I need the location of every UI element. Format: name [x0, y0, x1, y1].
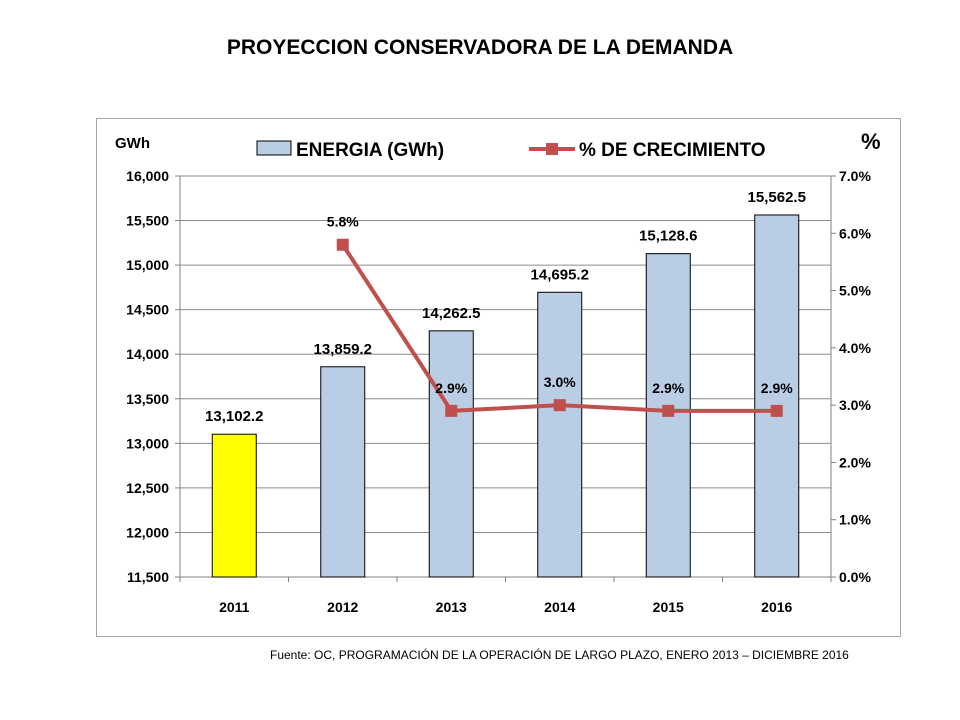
y2-tick-label: 6.0%: [839, 225, 871, 241]
energy-bars: [211, 214, 800, 578]
y-tick-label: 12,500: [126, 480, 169, 496]
energy-bar: [645, 253, 691, 578]
y-tick-label: 16,000: [126, 168, 169, 184]
y-tick-label: 11,500: [127, 569, 169, 585]
y2-tick-label: 0.0%: [839, 569, 871, 585]
page-title: PROYECCION CONSERVADORA DE LA DEMANDA: [226, 36, 734, 59]
y-tick-label: 12,000: [126, 524, 169, 540]
growth-value-label: 2.9%: [761, 380, 793, 396]
legend-bar-swatch: [256, 140, 292, 156]
source-note: Fuente: OC, PROGRAMACIÓN DE LA OPERACIÓN…: [270, 648, 849, 662]
growth-value-label: 2.9%: [652, 380, 684, 396]
bar-value-label: 15,562.5: [748, 189, 806, 206]
axes: 11,500 12,000 12,500 13,000 13,500 14,000 14,5…: [115, 129, 881, 615]
x-tick-label: 2013: [436, 599, 467, 615]
growth-marker: [336, 238, 349, 251]
x-tick-label: 2016: [761, 599, 792, 615]
y2-axis-unit: %: [861, 129, 881, 154]
x-tick-label: 2015: [653, 599, 684, 615]
legend-line-label: % DE CRECIMIENTO: [579, 140, 766, 161]
y2-tick-label: 2.0%: [839, 454, 871, 470]
gridlines: [179, 175, 832, 578]
legend-bar-label: ENERGIA (GWh): [296, 140, 444, 161]
growth-marker: [553, 399, 566, 412]
energy-bar: [320, 366, 366, 578]
growth-line: [336, 238, 783, 417]
data-labels: 13,102.2 13,859.2 14,262.5 14,695.2 15,128.6…: [205, 189, 806, 425]
y2-tick-label: 7.0%: [839, 168, 871, 184]
y-tick-label: 15,500: [126, 213, 169, 229]
growth-value-label: 5.8%: [327, 214, 359, 230]
y-tick-label: 13,000: [126, 435, 169, 451]
growth-marker: [770, 404, 783, 417]
growth-value-label: 2.9%: [435, 380, 467, 396]
energy-bar: [211, 433, 257, 578]
legend: ENERGIA (GWh) % DE CRECIMIENTO: [256, 140, 766, 161]
growth-marker: [662, 404, 675, 417]
y-tick-label: 14,000: [126, 346, 169, 362]
x-tick-label: 2011: [219, 599, 250, 615]
y-tick-label: 15,000: [126, 257, 169, 273]
bar-value-label: 14,262.5: [422, 305, 480, 322]
y2-tick-label: 5.0%: [839, 283, 871, 299]
growth-value-label: 3.0%: [544, 374, 576, 390]
y-tick-label: 14,500: [126, 302, 169, 318]
bar-value-label: 15,128.6: [639, 228, 697, 245]
y-axis-unit: GWh: [115, 135, 150, 152]
chart-frame: 11,500 12,000 12,500 13,000 13,500 14,000 14,5…: [96, 118, 901, 637]
plot-area: [179, 175, 832, 578]
growth-marker: [445, 404, 458, 417]
demand-chart: 11,500 12,000 12,500 13,000 13,500 14,000 14,5…: [115, 129, 881, 615]
y-tick-label: 13,500: [126, 391, 169, 407]
x-tick-label: 2012: [327, 599, 358, 615]
y2-tick-label: 4.0%: [839, 340, 871, 356]
y2-tick-label: 3.0%: [839, 397, 871, 413]
x-tick-label: 2014: [544, 599, 575, 615]
energy-bar: [537, 291, 583, 578]
bar-value-label: 13,102.2: [205, 408, 263, 425]
bar-value-label: 14,695.2: [531, 266, 589, 283]
legend-line-marker: [546, 143, 558, 155]
y2-tick-label: 1.0%: [839, 512, 871, 528]
energy-bar: [754, 214, 800, 578]
energy-bar: [428, 330, 474, 578]
bar-value-label: 13,859.2: [314, 341, 372, 358]
